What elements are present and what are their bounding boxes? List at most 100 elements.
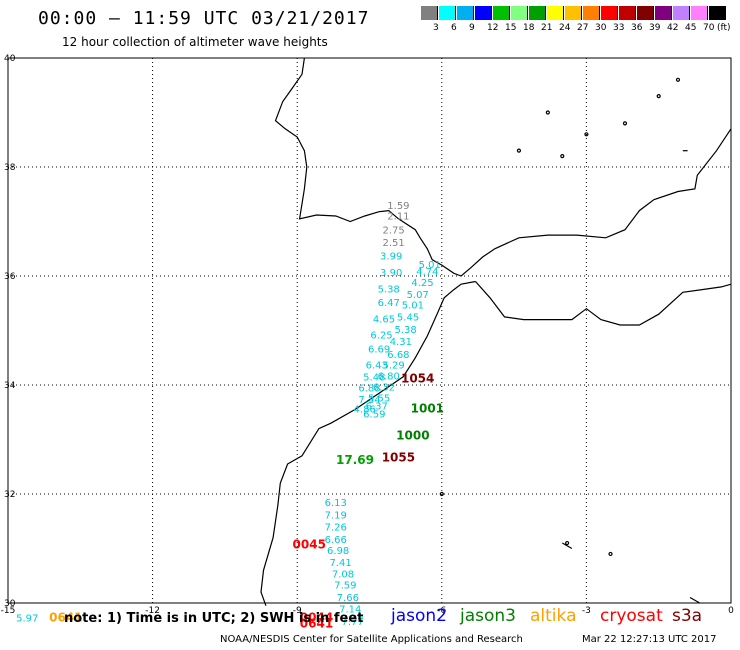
colorbar-tick: 42 bbox=[667, 23, 679, 33]
colorbar-swatch bbox=[475, 6, 492, 20]
colorbar-swatch bbox=[511, 6, 528, 20]
colorbar-swatch bbox=[601, 6, 618, 20]
swh-value-label: 6.37 bbox=[366, 402, 388, 413]
swh-value-label: 6.13 bbox=[325, 498, 347, 509]
swh-value-label: 7.14 bbox=[339, 604, 361, 615]
time-annotation: 0641 bbox=[49, 611, 82, 625]
colorbar-tick: 12 bbox=[487, 23, 499, 33]
swh-value-label: 5.48 bbox=[363, 373, 385, 384]
time-annotation: 1054 bbox=[401, 371, 434, 385]
footer-note: note: 1) Time is in UTC; 2) SWH is in fe… bbox=[64, 611, 364, 626]
swh-value-label: 5.38 bbox=[395, 325, 417, 336]
swh-value-label: 6.32 bbox=[373, 382, 395, 393]
map-feature bbox=[675, 77, 681, 82]
y-tick-label: 30 bbox=[4, 599, 16, 609]
swh-value-label: 5.29 bbox=[382, 361, 404, 372]
swh-value-label: 5.01 bbox=[419, 260, 441, 271]
swh-value-label: 5.01 bbox=[402, 301, 424, 312]
y-tick-label: 40 bbox=[4, 54, 16, 64]
colorbar-tick: 15 bbox=[505, 23, 517, 33]
map-feature bbox=[439, 491, 444, 497]
colorbar-tick: 39 bbox=[649, 23, 661, 33]
swh-value-label: 7.59 bbox=[334, 580, 356, 591]
colorbar-swatch bbox=[691, 6, 708, 20]
colorbar-tick: 24 bbox=[559, 23, 571, 33]
colorbar-tick: 3 bbox=[433, 23, 439, 33]
x-tick-label: -15 bbox=[1, 606, 16, 616]
time-annotation: 0641 bbox=[300, 617, 333, 631]
colorbar-swatch bbox=[709, 6, 726, 20]
swh-value-label: 7.42 bbox=[341, 614, 363, 625]
swh-value-label: 1.59 bbox=[387, 201, 409, 212]
swh-value-label: 6.68 bbox=[387, 350, 409, 361]
chart-title: 00:00 – 11:59 UTC 03/21/2017 bbox=[38, 8, 370, 29]
data-labels: 1.592.11 2.75 2.51 3.99 3.90 5.38 6.47 4.65 6.25… bbox=[16, 201, 441, 628]
grid-lines bbox=[7, 57, 732, 604]
legend-item-jason3: jason3 bbox=[460, 606, 516, 626]
colorbar-swatch bbox=[457, 6, 474, 20]
y-tick-label: 36 bbox=[4, 272, 16, 282]
map-feature bbox=[545, 110, 550, 115]
colorbar-tick: 36 bbox=[631, 23, 643, 33]
plot-frame bbox=[7, 57, 732, 604]
map-feature bbox=[656, 94, 661, 99]
time-annotation: 0044 bbox=[300, 611, 333, 625]
map-feature bbox=[516, 148, 522, 153]
x-tick-label: -6 bbox=[437, 606, 446, 616]
time-annotation: 1055 bbox=[382, 450, 415, 464]
swh-value-label: 6.88 bbox=[358, 384, 380, 395]
colorbar-swatch bbox=[637, 6, 654, 20]
swh-value-label: 5.38 bbox=[378, 284, 400, 295]
swh-value-label: 2.11 bbox=[387, 211, 409, 222]
swh-value-label: 6.69 bbox=[368, 344, 390, 355]
coastline-segment bbox=[689, 596, 700, 604]
map-feature bbox=[622, 121, 628, 126]
colorbar-swatch bbox=[439, 6, 456, 20]
swh-value-label: 6.25 bbox=[370, 331, 392, 342]
swh-value-label: 4.25 bbox=[411, 278, 433, 289]
x-tick-label: 0 bbox=[728, 606, 734, 616]
swh-value-label: 7.19 bbox=[325, 511, 347, 522]
colorbar-tick: 18 bbox=[523, 23, 535, 33]
swh-value-label: 7.34 bbox=[358, 395, 380, 406]
colorbar-tick: 33 bbox=[613, 23, 625, 33]
colorbar-tick: 45 bbox=[685, 23, 697, 33]
map-feature bbox=[565, 540, 570, 546]
swh-value-label: 6.59 bbox=[363, 410, 385, 421]
swh-value-label: 3.90 bbox=[380, 268, 402, 279]
colorbar-unit: (ft) bbox=[717, 23, 731, 33]
swh-value-label: 7.08 bbox=[332, 569, 354, 580]
coastline-segment bbox=[475, 281, 732, 326]
colorbar-tick: 30 bbox=[595, 23, 607, 33]
swh-value-label: 5.45 bbox=[397, 313, 419, 324]
swh-value-label: 6.98 bbox=[327, 546, 349, 557]
time-annotation: 1000 bbox=[396, 429, 429, 443]
map-feature bbox=[608, 551, 613, 557]
colorbar-tick: 21 bbox=[541, 23, 553, 33]
swh-value-label: 6.43 bbox=[366, 361, 388, 372]
swh-value-label: 2.75 bbox=[382, 225, 404, 236]
swh-value-label: 6.66 bbox=[325, 535, 347, 546]
swh-value-label: 5.55 bbox=[368, 393, 390, 404]
colorbar-swatch bbox=[421, 6, 438, 20]
time-annotation: 0045 bbox=[293, 538, 326, 552]
swh-value-label: 5.97 bbox=[16, 614, 38, 625]
colorbar-swatch bbox=[493, 6, 510, 20]
swh-value-label: 6.80 bbox=[378, 372, 400, 383]
swh-value-label: 7.26 bbox=[325, 523, 347, 534]
map-feature bbox=[584, 132, 589, 137]
swh-value-label: 7.41 bbox=[329, 558, 351, 569]
swh-value-label: 3.99 bbox=[380, 252, 402, 263]
swh-value-label: 7.77 bbox=[341, 617, 363, 628]
y-tick-label: 32 bbox=[4, 490, 15, 500]
colorbar-swatch bbox=[619, 6, 636, 20]
x-tick-label: -12 bbox=[145, 606, 160, 616]
coastline bbox=[260, 57, 732, 606]
swh-value-label: 4.74 bbox=[416, 267, 438, 278]
legend-item-cryosat: cryosat bbox=[600, 606, 663, 626]
colorbar-swatch bbox=[547, 6, 564, 20]
legend-item-jason2: jason2 bbox=[391, 606, 447, 626]
coastline-segment bbox=[562, 542, 573, 550]
y-tick-label: 34 bbox=[4, 381, 16, 391]
